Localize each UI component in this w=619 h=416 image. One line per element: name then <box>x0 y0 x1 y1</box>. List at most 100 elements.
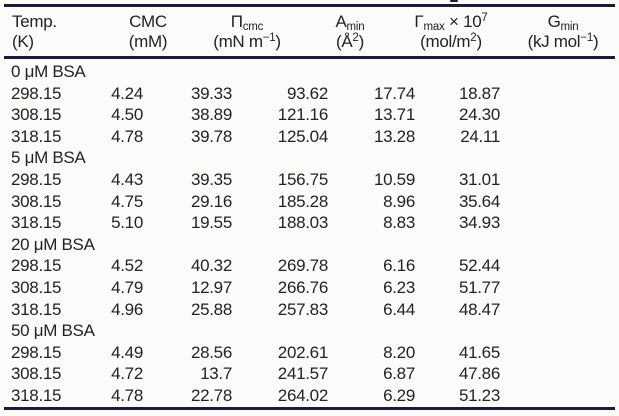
cell-gamma-max: 8.96 <box>383 191 415 211</box>
header-label: Temp. <box>12 12 57 31</box>
cell-g-min: 31.01 <box>458 169 500 189</box>
cell-g-min: 47.86 <box>458 364 500 384</box>
table-row: 308.15 4.79 12.97 266.76 6.23 51.77 <box>0 277 619 299</box>
table-row: 318.15 4.78 39.78 125.04 13.28 24.11 <box>0 126 619 148</box>
cell-g-min: 51.77 <box>458 277 500 297</box>
unit-text: ) <box>593 32 599 51</box>
cell-g-min: 48.47 <box>458 299 500 319</box>
col-header-temp: Temp. (K) <box>12 12 57 52</box>
table-row: 298.15 4.49 28.56 202.61 8.20 41.65 <box>0 342 619 364</box>
cell-pi-cmc: 39.35 <box>190 169 232 189</box>
cell-a-min: 185.28 <box>277 191 329 211</box>
cell-gamma-max: 8.83 <box>383 213 415 233</box>
cell-gamma-max: 6.29 <box>383 385 415 405</box>
cell-temp: 318.15 <box>11 385 62 405</box>
table-row: 318.15 5.10 19.55 188.03 8.83 34.93 <box>0 212 619 234</box>
header-unit: (K) <box>12 32 34 51</box>
header-symbol: A <box>335 12 347 31</box>
unit-text: (mN m <box>213 32 263 51</box>
cell-cmc: 4.96 <box>111 299 143 319</box>
cell-gamma-max: 6.16 <box>383 256 415 276</box>
cell-pi-cmc: 12.97 <box>190 277 232 297</box>
cell-cmc: 5.10 <box>111 213 143 233</box>
header-label: Gmin <box>513 12 613 33</box>
table-row: 298.15 4.52 40.32 269.78 6.16 52.44 <box>0 255 619 277</box>
unit-text: ) <box>476 32 482 51</box>
unit-text: ) <box>358 32 365 51</box>
header-subscript: max <box>423 21 445 33</box>
header-unit: (mM) <box>128 32 168 51</box>
cell-pi-cmc: 39.33 <box>190 83 232 103</box>
table-row: 318.15 4.96 25.88 257.83 6.44 48.47 <box>0 299 619 321</box>
cell-a-min: 266.76 <box>277 277 329 297</box>
cropped-caption-artifact <box>450 0 458 2</box>
header-symbol: Γ <box>414 12 424 31</box>
cell-pi-cmc: 22.78 <box>190 385 232 405</box>
cell-gamma-max: 10.59 <box>373 169 415 189</box>
table-header-row: Temp. (K) CMC (mM) Πcmc (mN m−1) Amin (Å… <box>0 12 619 56</box>
cell-pi-cmc: 39.78 <box>190 126 232 146</box>
header-symbol: Π <box>230 12 243 31</box>
cell-g-min: 24.11 <box>460 126 500 146</box>
table-bottom-rule <box>4 407 615 410</box>
cell-temp: 298.15 <box>11 256 62 276</box>
header-multiplier: × 10 <box>444 12 482 31</box>
cell-cmc: 4.78 <box>111 385 143 405</box>
cell-gamma-max: 6.87 <box>383 364 415 384</box>
cell-a-min: 93.62 <box>286 83 328 103</box>
cell-a-min: 188.03 <box>277 213 329 233</box>
cell-cmc: 4.78 <box>111 126 143 146</box>
cell-pi-cmc: 29.16 <box>190 191 232 211</box>
cell-g-min: 34.93 <box>458 213 500 233</box>
header-label: CMC <box>129 12 167 31</box>
group-label: 20 μM BSA <box>11 234 95 254</box>
cell-cmc: 4.52 <box>111 256 143 276</box>
cell-pi-cmc: 38.89 <box>190 105 232 125</box>
table-row: 308.15 4.72 13.7 241.57 6.87 47.86 <box>0 363 619 385</box>
cell-cmc: 4.49 <box>111 342 143 362</box>
table-header-rule <box>4 56 615 59</box>
header-symbol: G <box>547 12 561 31</box>
unit-text: ) <box>275 32 281 51</box>
cell-pi-cmc: 25.88 <box>190 299 232 319</box>
cell-cmc: 4.75 <box>111 191 143 211</box>
group-row: 0 μM BSA <box>0 61 619 83</box>
cell-g-min: 24.30 <box>458 105 500 125</box>
col-header-gamma-max: Γmax × 107 (mol/m2) <box>391 12 511 52</box>
header-label: Γmax × 107 <box>391 12 511 33</box>
col-header-pi-cmc: Πcmc (mN m−1) <box>187 12 307 52</box>
cell-temp: 298.15 <box>11 342 62 362</box>
cell-g-min: 41.65 <box>458 342 500 362</box>
table-row: 298.15 4.24 39.33 93.62 17.74 18.87 <box>0 83 619 105</box>
cell-temp: 308.15 <box>11 277 62 297</box>
cell-gamma-max: 6.23 <box>383 277 415 297</box>
cell-a-min: 257.83 <box>277 299 329 319</box>
cell-a-min: 202.61 <box>277 342 329 362</box>
header-unit: (Å2) <box>305 32 395 52</box>
cell-cmc: 4.72 <box>111 364 143 384</box>
group-row: 20 μM BSA <box>0 234 619 256</box>
header-subscript: min <box>346 21 365 33</box>
header-label: Πcmc <box>187 12 307 33</box>
group-label: 50 μM BSA <box>11 321 95 341</box>
cell-pi-cmc: 13.7 <box>200 364 232 384</box>
unit-text: (Å <box>336 32 353 51</box>
cell-g-min: 51.23 <box>458 385 500 405</box>
cell-pi-cmc: 28.56 <box>190 342 232 362</box>
header-superscript: 7 <box>481 12 488 24</box>
group-row: 50 μM BSA <box>0 320 619 342</box>
table-body: 0 μM BSA 298.15 4.24 39.33 93.62 17.74 1… <box>0 61 619 407</box>
cell-pi-cmc: 19.55 <box>190 213 232 233</box>
cell-a-min: 241.57 <box>277 364 329 384</box>
col-header-a-min: Amin (Å2) <box>305 12 395 52</box>
cell-a-min: 264.02 <box>277 385 329 405</box>
cell-a-min: 125.04 <box>277 126 329 146</box>
cell-temp: 318.15 <box>11 299 62 319</box>
cell-cmc: 4.24 <box>111 83 143 103</box>
cell-gamma-max: 13.71 <box>373 105 415 125</box>
unit-superscript: 2 <box>470 32 477 44</box>
group-row: 5 μM BSA <box>0 147 619 169</box>
group-label: 0 μM BSA <box>11 62 86 81</box>
cell-gamma-max: 13.28 <box>373 126 415 146</box>
